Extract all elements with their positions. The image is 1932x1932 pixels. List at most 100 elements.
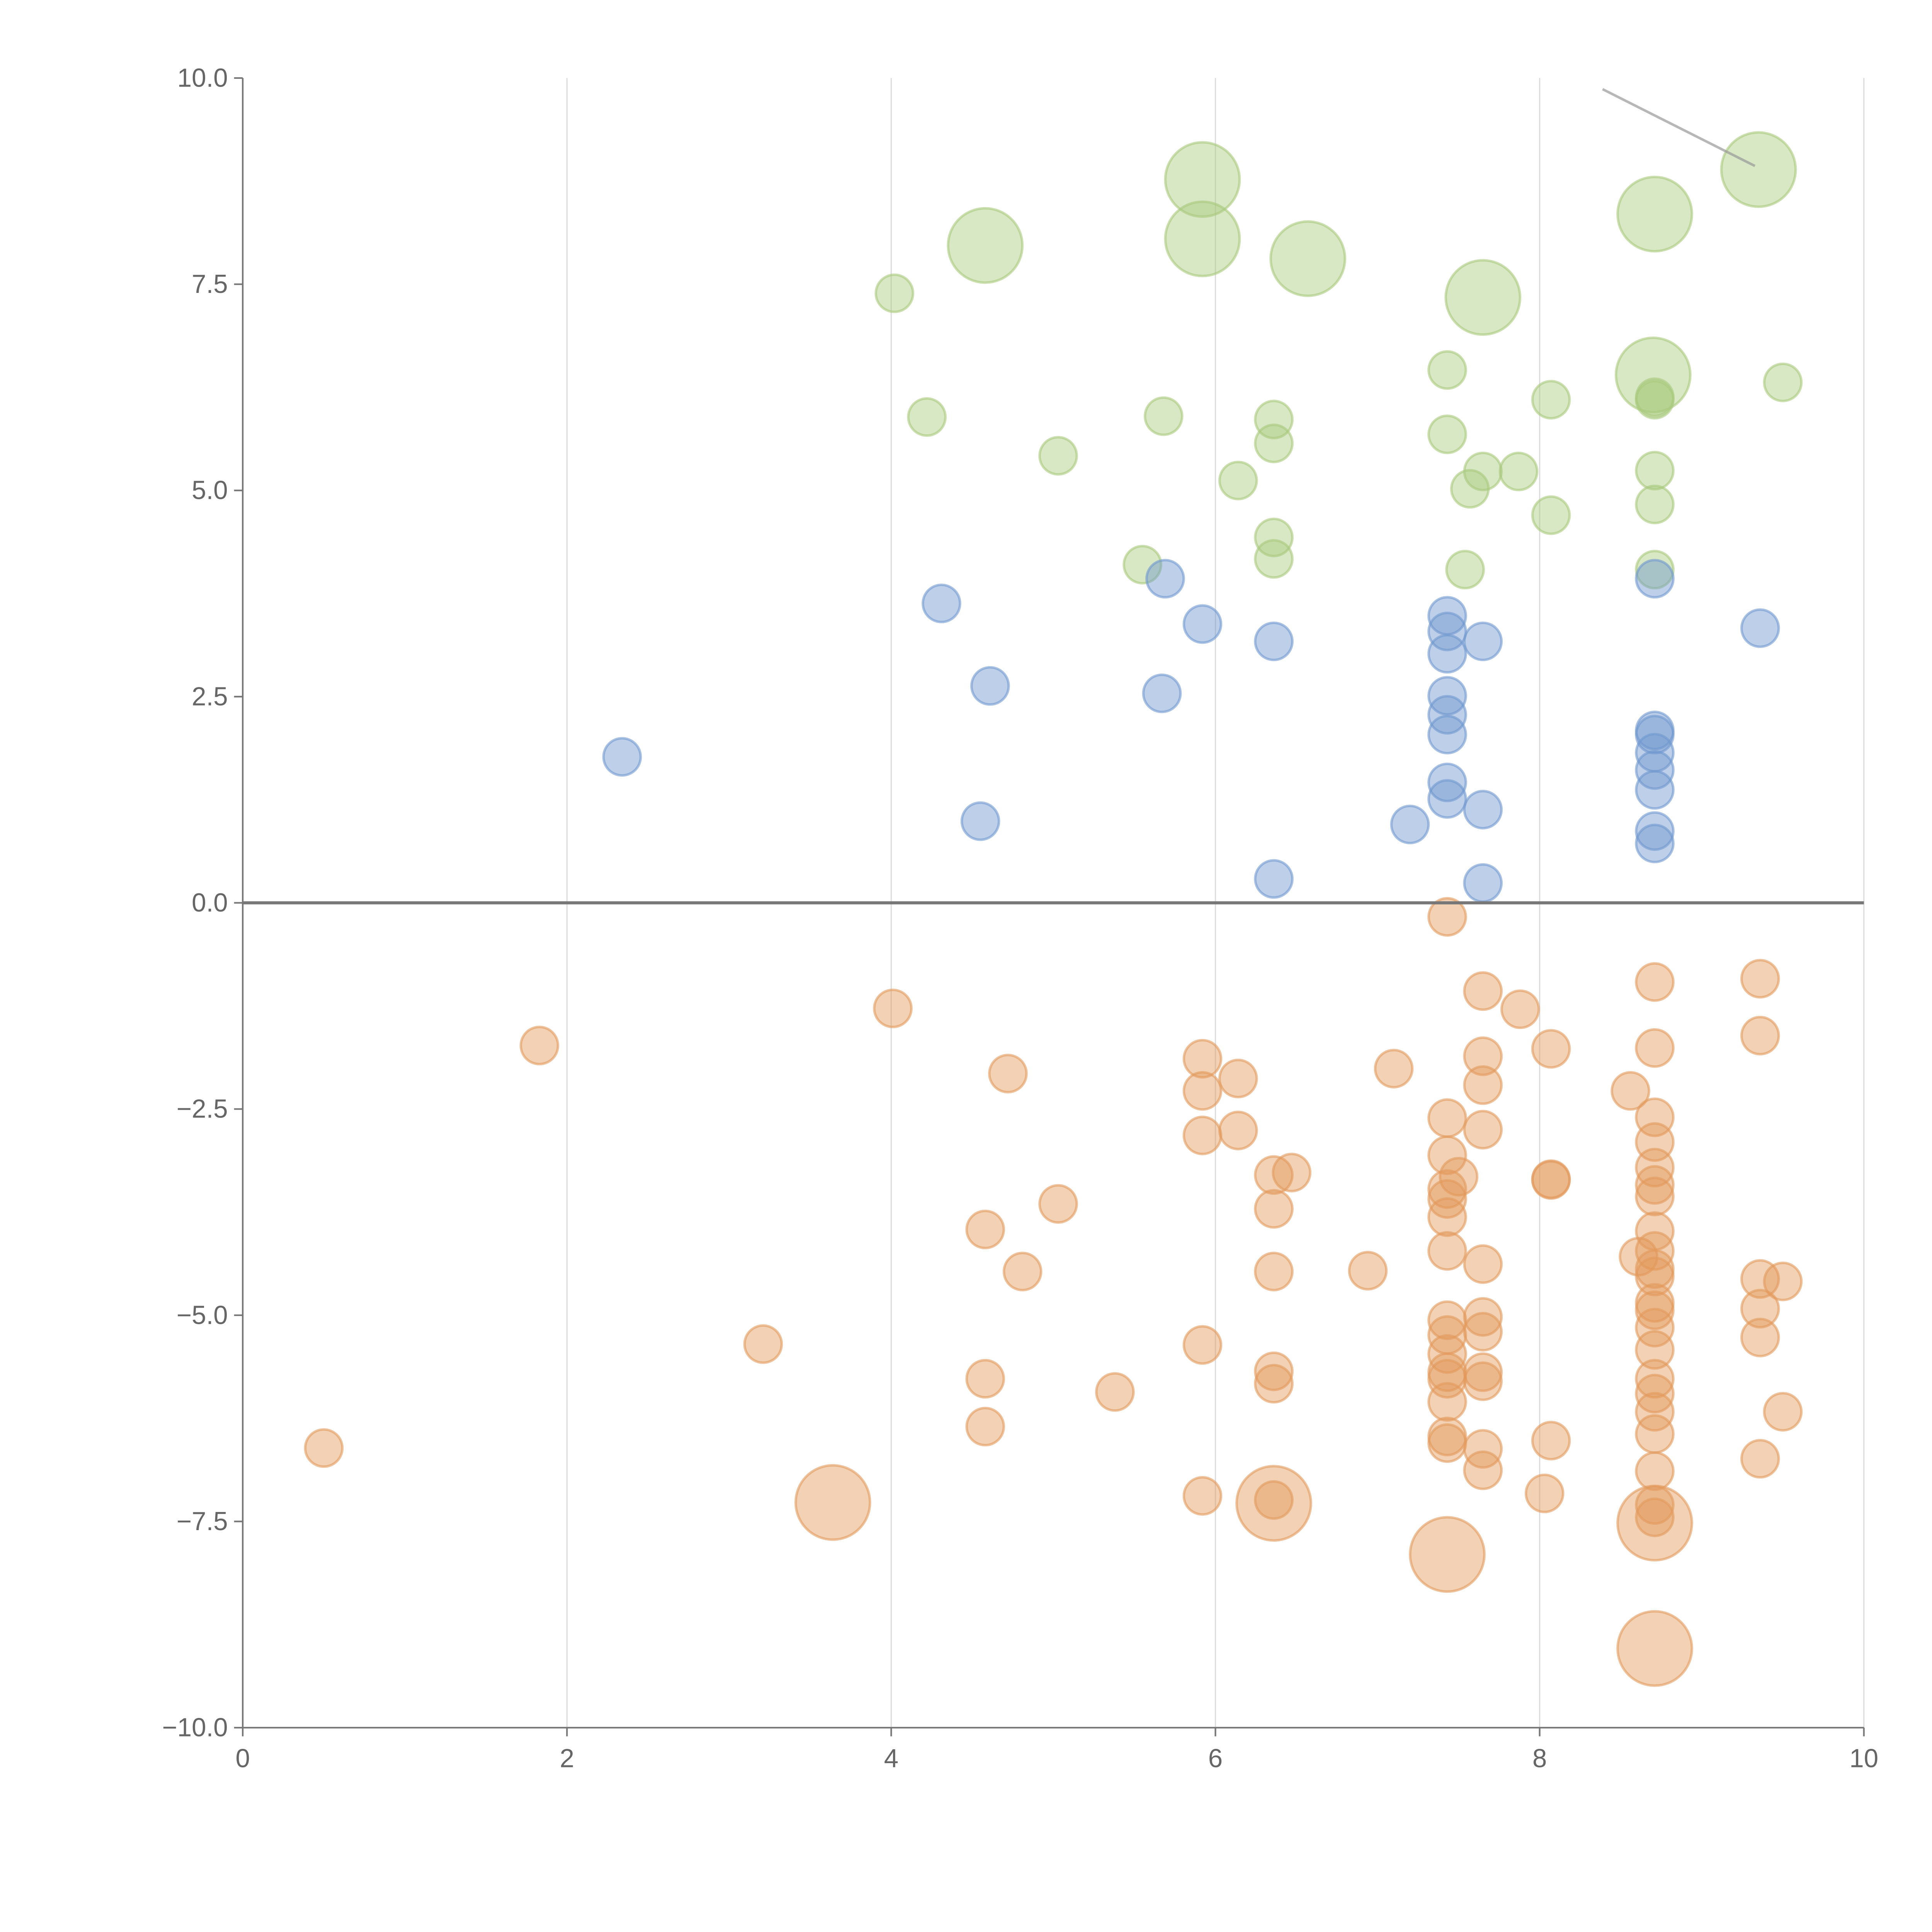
- data-point-orange: [1531, 1029, 1571, 1069]
- series-green: [874, 131, 1803, 590]
- data-point-green: [1498, 451, 1539, 492]
- data-point-green: [1164, 141, 1241, 218]
- data-point-orange: [1182, 1039, 1223, 1079]
- data-point-orange: [1427, 1098, 1467, 1138]
- x-tick-label: 4: [884, 1744, 898, 1773]
- data-point-green: [1635, 549, 1675, 590]
- data-point-blue: [960, 801, 1000, 841]
- data-point-green: [907, 397, 947, 437]
- data-point-green: [1720, 131, 1797, 208]
- data-point-orange: [1409, 1516, 1486, 1593]
- y-tick-label: −2.5: [177, 1095, 228, 1124]
- data-point-blue: [1254, 859, 1294, 899]
- data-point-orange: [1348, 1251, 1388, 1291]
- data-point-orange: [1740, 1439, 1780, 1479]
- data-point-green: [1254, 517, 1294, 558]
- data-point-orange: [1463, 1036, 1503, 1076]
- data-point-green: [1269, 220, 1347, 297]
- data-point-green: [1038, 436, 1078, 476]
- data-point-orange: [1038, 1184, 1078, 1224]
- data-point-orange: [1635, 962, 1675, 1002]
- data-point-orange: [1635, 1177, 1675, 1216]
- data-point-orange: [1254, 1364, 1294, 1404]
- series-blue: [602, 559, 1780, 903]
- y-tick-label: 5.0: [192, 476, 228, 505]
- data-point-green: [1143, 396, 1184, 436]
- data-point-green: [1427, 350, 1467, 390]
- data-point-orange: [1463, 1429, 1503, 1469]
- data-point-orange: [1500, 989, 1540, 1029]
- data-point-orange: [1763, 1392, 1803, 1432]
- data-point-orange: [1740, 1289, 1780, 1329]
- data-point-orange: [1427, 897, 1467, 937]
- data-point-green: [1427, 414, 1467, 454]
- data-point-green: [1445, 549, 1485, 590]
- data-point-orange: [988, 1054, 1028, 1094]
- data-point-orange: [1531, 1421, 1571, 1461]
- data-point-orange: [1427, 1231, 1467, 1271]
- data-point-orange: [965, 1406, 1005, 1447]
- x-tick-label: 8: [1532, 1744, 1547, 1773]
- series-orange: [304, 897, 1803, 1687]
- data-point-orange: [1635, 1485, 1675, 1525]
- data-point-orange: [304, 1428, 344, 1468]
- data-point-orange: [1254, 1351, 1294, 1391]
- data-point-blue: [1635, 559, 1675, 599]
- data-point-orange: [1427, 1135, 1467, 1175]
- data-point-orange: [1463, 971, 1503, 1011]
- data-point-blue: [1463, 863, 1503, 903]
- data-point-orange: [1463, 1352, 1503, 1392]
- data-point-orange: [794, 1464, 871, 1541]
- data-point-orange: [1427, 1197, 1467, 1237]
- data-point-blue: [1635, 823, 1675, 864]
- data-point-blue: [1142, 673, 1182, 713]
- data-point-orange: [1463, 1361, 1503, 1401]
- data-point-orange: [1182, 1325, 1223, 1365]
- data-point-green: [1254, 423, 1294, 463]
- data-point-blue: [1635, 770, 1675, 810]
- data-point-green: [1635, 380, 1675, 420]
- data-point-orange: [873, 988, 913, 1029]
- data-point-blue: [1427, 762, 1467, 803]
- data-point-blue: [1427, 714, 1467, 755]
- data-point-blue: [1463, 790, 1503, 830]
- data-point-orange: [1531, 1160, 1571, 1200]
- data-point-orange: [1254, 1189, 1294, 1229]
- data-point-orange: [1635, 1330, 1675, 1370]
- data-point-orange: [1272, 1153, 1311, 1192]
- data-point-orange: [1616, 1610, 1693, 1687]
- data-point-green: [1531, 495, 1571, 535]
- x-tick-label: 10: [1849, 1744, 1878, 1773]
- data-point-orange: [1635, 1308, 1675, 1348]
- data-point-orange: [1218, 1058, 1258, 1099]
- data-point-orange: [1635, 1148, 1675, 1188]
- data-point-blue: [970, 666, 1010, 706]
- data-point-orange: [1763, 1262, 1803, 1301]
- y-tick-label: 0.0: [192, 888, 228, 917]
- data-points: [304, 131, 1803, 1687]
- x-tick-label: 0: [235, 1744, 250, 1773]
- data-point-orange: [1463, 1312, 1503, 1352]
- data-point-orange: [1463, 1065, 1503, 1105]
- data-point-blue: [1427, 779, 1467, 819]
- data-point-orange: [1635, 1165, 1675, 1205]
- data-point-orange: [1463, 1450, 1503, 1490]
- data-point-orange: [1182, 1476, 1223, 1516]
- data-point-green: [1444, 259, 1522, 336]
- data-point-orange: [1254, 1252, 1294, 1291]
- data-point-orange: [965, 1209, 1005, 1250]
- y-tick-label: 7.5: [192, 270, 228, 299]
- data-point-green: [1254, 400, 1294, 439]
- data-point-orange: [1740, 959, 1780, 999]
- y-tick-label: −5.0: [177, 1301, 228, 1330]
- data-point-green: [1531, 380, 1571, 420]
- data-point-blue: [1390, 804, 1430, 845]
- data-point-orange: [1002, 1252, 1043, 1291]
- data-point-blue: [1635, 811, 1675, 851]
- data-point-orange: [1254, 1480, 1294, 1520]
- data-point-blue: [1463, 621, 1503, 662]
- y-tick-label: 10.0: [177, 63, 228, 92]
- data-point-orange: [1635, 1392, 1675, 1432]
- data-point-orange: [1463, 1110, 1503, 1150]
- data-point-orange: [1182, 1071, 1223, 1111]
